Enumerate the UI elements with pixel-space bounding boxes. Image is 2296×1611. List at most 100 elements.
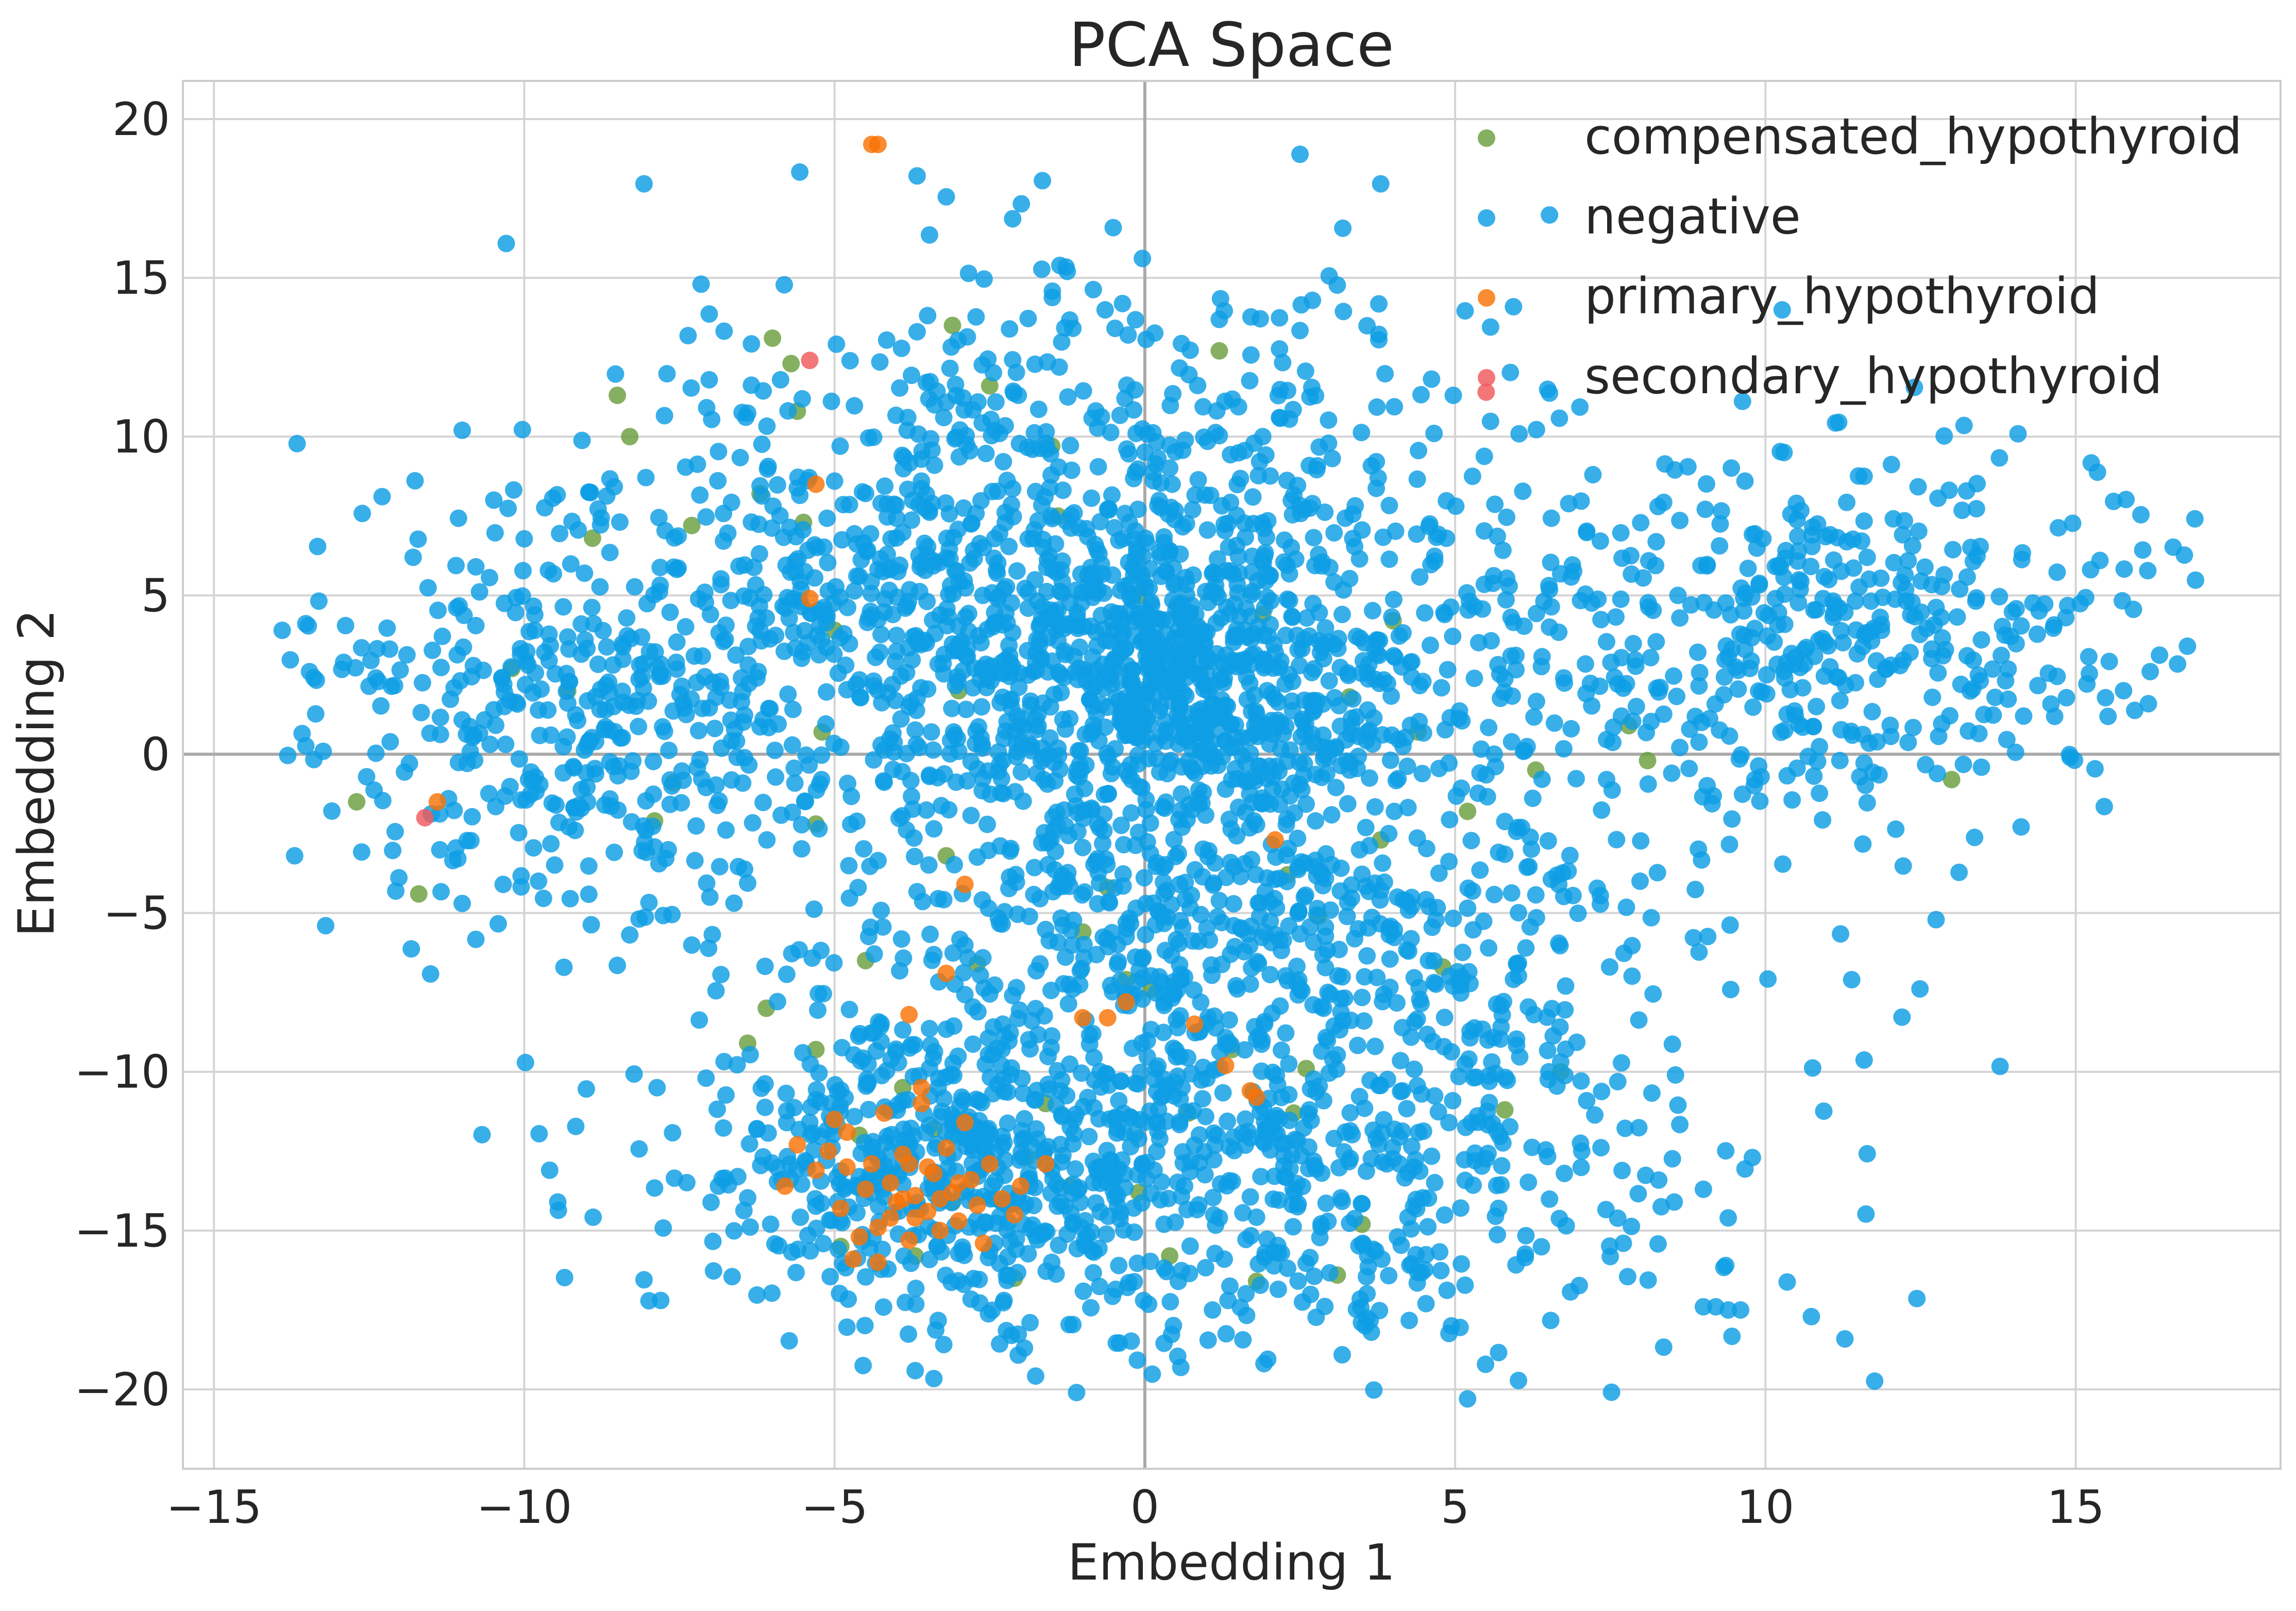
data-point — [1427, 975, 1445, 993]
data-point — [1134, 249, 1152, 267]
data-point — [1502, 608, 1520, 626]
data-point — [1489, 527, 1506, 545]
data-point — [589, 656, 607, 673]
data-point — [621, 926, 639, 944]
data-point — [433, 627, 451, 645]
data-point — [1423, 370, 1441, 388]
data-point — [846, 1107, 864, 1126]
data-point — [697, 508, 715, 526]
data-point — [933, 1102, 951, 1120]
data-point — [524, 684, 542, 702]
data-point — [700, 305, 718, 323]
data-point — [1193, 1090, 1211, 1108]
data-point — [1517, 1227, 1535, 1245]
data-point — [1450, 702, 1468, 720]
data-point — [1572, 592, 1590, 610]
data-point — [1542, 553, 1560, 572]
data-point — [1020, 1031, 1038, 1049]
data-point — [578, 640, 596, 658]
data-point — [1550, 623, 1568, 641]
data-point — [323, 802, 341, 820]
data-point — [741, 1218, 759, 1236]
data-point — [1697, 475, 1715, 493]
data-point — [1799, 747, 1817, 765]
data-point — [2113, 592, 2131, 610]
data-point — [554, 598, 572, 616]
data-point — [1341, 1122, 1359, 1140]
data-point — [1103, 486, 1121, 504]
legend-label: compensated_hypothyroid — [1584, 108, 2242, 165]
data-point — [771, 371, 789, 389]
data-point — [1114, 865, 1132, 883]
data-point — [950, 635, 968, 653]
data-point — [1999, 690, 2017, 708]
data-point — [625, 1065, 643, 1083]
data-point — [1043, 289, 1061, 307]
data-point — [668, 633, 686, 651]
data-point — [1723, 640, 1741, 658]
data-point — [1173, 818, 1191, 836]
data-point — [1219, 514, 1237, 532]
data-point — [1496, 1101, 1514, 1119]
data-point — [1302, 1112, 1320, 1129]
data-point — [1332, 859, 1350, 877]
data-point — [1284, 506, 1302, 524]
data-point — [1950, 863, 1968, 881]
data-point — [840, 635, 858, 652]
data-point — [993, 1137, 1011, 1155]
data-point — [1110, 1092, 1128, 1110]
data-point — [1966, 828, 1984, 846]
data-point — [908, 883, 926, 901]
data-point — [1050, 614, 1068, 632]
data-point — [801, 1055, 819, 1073]
data-point — [1508, 954, 1526, 972]
data-point — [611, 513, 629, 531]
data-point — [432, 883, 450, 901]
data-point — [700, 939, 718, 957]
data-point — [1405, 1060, 1423, 1078]
data-point — [1183, 1065, 1201, 1083]
data-point — [735, 1202, 753, 1219]
data-point — [1353, 424, 1371, 442]
data-point — [1137, 683, 1155, 700]
data-point — [1785, 656, 1803, 673]
data-point — [1292, 853, 1310, 871]
data-point — [1365, 1381, 1383, 1399]
data-point — [1771, 443, 1789, 461]
data-point — [1317, 1194, 1335, 1212]
data-point — [1729, 680, 1747, 698]
data-point — [1609, 1072, 1627, 1090]
data-point — [1335, 303, 1353, 321]
data-point — [1111, 406, 1129, 424]
data-point — [1498, 1071, 1516, 1089]
data-point — [390, 869, 408, 887]
data-point — [1243, 702, 1260, 720]
data-point — [742, 513, 761, 531]
data-point — [1748, 539, 1766, 557]
data-point — [1410, 442, 1427, 460]
data-point — [1165, 576, 1183, 594]
data-point — [474, 661, 492, 679]
data-point — [731, 448, 749, 466]
data-point — [1964, 552, 1982, 570]
data-point — [1255, 659, 1273, 677]
data-point — [882, 1050, 900, 1068]
data-point — [991, 425, 1008, 442]
data-point — [1562, 720, 1580, 738]
data-point — [1027, 1120, 1045, 1138]
data-point — [1126, 563, 1144, 581]
data-point — [783, 945, 801, 963]
data-point — [1430, 760, 1448, 778]
data-point — [1408, 1200, 1426, 1218]
data-point — [974, 1234, 992, 1252]
data-point — [1663, 1150, 1681, 1168]
data-point — [1887, 820, 1905, 838]
data-point — [1786, 707, 1804, 725]
data-point — [549, 1201, 567, 1219]
data-point — [1104, 1168, 1122, 1186]
data-point — [1198, 521, 1217, 539]
data-point — [1555, 740, 1573, 758]
data-point — [686, 851, 704, 869]
data-point — [1632, 514, 1650, 532]
data-point — [1099, 1009, 1117, 1027]
